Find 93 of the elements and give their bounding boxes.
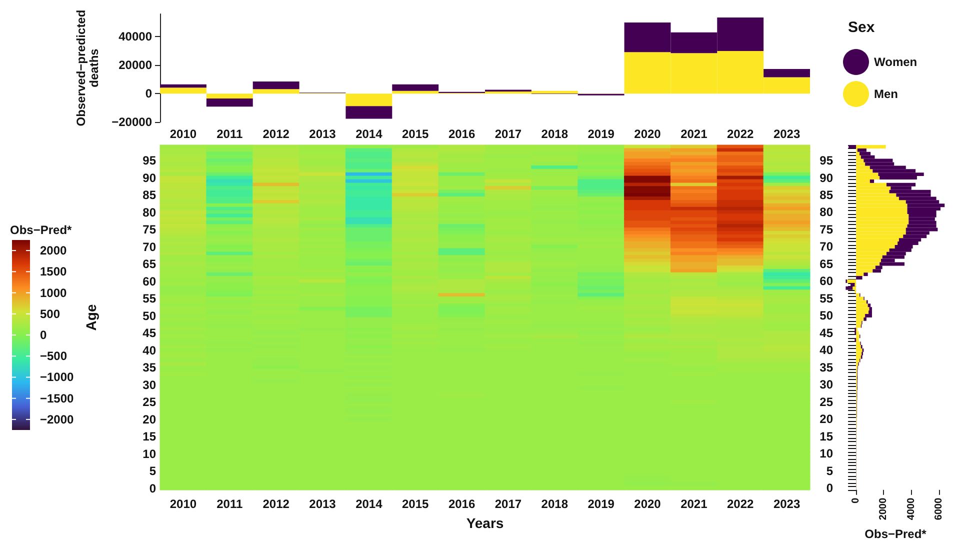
y-tick-label: 65 [820, 256, 834, 271]
x-tick-label: 2013 [309, 497, 336, 511]
x-tick-label: 2011 [216, 497, 243, 511]
y-tick-label: 35 [142, 360, 156, 375]
y-tick-label: 90 [820, 170, 834, 185]
x-tick-label: 2012 [262, 497, 290, 511]
x-tick-label: 2019 [588, 127, 615, 141]
y-tick-label: 25 [820, 394, 834, 409]
y-tick-label: 10 [820, 446, 834, 461]
x-axis-title: Obs−Pred* [864, 527, 927, 541]
y-tick-label: 75 [820, 222, 834, 236]
color-bar-label: 2000 [40, 244, 68, 258]
legend-label: Men [874, 87, 898, 101]
x-tick-label: 2000 [878, 497, 890, 520]
color-bar-label: −1500 [40, 391, 74, 406]
x-tick-label: 2015 [402, 497, 430, 511]
y-tick-label: 40 [142, 343, 156, 358]
color-bar-label: −2000 [40, 412, 74, 426]
x-tick-label: 2014 [356, 127, 383, 141]
x-tick-label: 2022 [727, 497, 754, 511]
color-bar-label: −500 [40, 349, 68, 364]
x-tick-label: 2018 [541, 127, 568, 141]
y-tick-label: 25 [142, 395, 156, 410]
y-tick-label: 20 [142, 412, 156, 426]
y-tick-label: 35 [820, 360, 834, 374]
color-bar-label: 0 [40, 328, 47, 342]
x-tick-label: 2010 [170, 127, 197, 141]
x-tick-label: 2020 [634, 497, 662, 511]
y-tick-label: 15 [142, 430, 156, 444]
x-tick-label: 2016 [448, 497, 476, 511]
y-tick-label: 0 [145, 86, 152, 101]
y-tick-label: 30 [820, 378, 834, 392]
x-tick-label: 2017 [494, 497, 522, 511]
x-tick-label: 2018 [541, 497, 568, 511]
y-tick-label: 40000 [118, 30, 152, 44]
y-tick-label: 60 [820, 274, 834, 288]
x-tick-label: 0 [850, 497, 862, 504]
y-tick-label: 80 [820, 205, 834, 220]
y-tick-label: 10 [142, 446, 156, 461]
x-tick-label: 6000 [934, 497, 945, 520]
y-tick-label: 20 [820, 412, 834, 426]
y-tick-label: 45 [820, 326, 834, 340]
y-tick-label: 40 [820, 343, 834, 358]
y-tick-label: 60 [142, 274, 156, 288]
legend-title: Sex [848, 19, 876, 36]
y-tick-label: 65 [142, 257, 156, 272]
x-tick-label: 2015 [402, 127, 430, 141]
y-tick-label: 70 [142, 240, 156, 254]
y-tick-label: 50 [820, 308, 834, 323]
x-tick-label: 2020 [634, 127, 662, 141]
color-bar-label: 1000 [40, 286, 68, 300]
x-tick-label: 2012 [262, 127, 290, 141]
color-bar-label: 500 [40, 306, 60, 321]
color-bar-label: −1000 [40, 370, 74, 384]
x-tick-label: 2014 [356, 497, 383, 511]
y-tick-label: 85 [820, 188, 834, 202]
y-tick-label: 0 [826, 481, 834, 496]
y-tick-label: 55 [142, 292, 156, 306]
color-bar-title: Obs−Pred* [10, 223, 72, 237]
y-tick-label: 5 [149, 464, 156, 478]
y-tick-label: 20000 [118, 58, 152, 72]
y-axis-title: Observed−predicted deaths [74, 10, 102, 126]
x-tick-label: 4000 [906, 497, 917, 520]
x-tick-label: 2010 [170, 497, 197, 511]
x-tick-label: 2022 [727, 127, 754, 141]
y-tick-label: 30 [142, 378, 156, 392]
y-tick-label: 95 [142, 154, 156, 168]
x-tick-label: 2023 [773, 497, 800, 511]
y-tick-label: 45 [142, 326, 156, 340]
y-tick-label: 0 [149, 481, 156, 496]
y-tick-label: 95 [820, 154, 834, 168]
x-axis-title: Years [466, 515, 504, 531]
y-tick-label: 85 [142, 188, 156, 202]
x-tick-label: 2019 [588, 497, 615, 511]
y-tick-label: 50 [142, 308, 156, 323]
y-axis-title: Age [83, 304, 99, 331]
legend-label: Women [874, 55, 918, 69]
y-tick-label: 80 [142, 205, 156, 220]
color-bar-label: 1500 [40, 264, 68, 279]
x-tick-label: 2011 [216, 127, 243, 141]
y-tick-label: 70 [820, 240, 834, 254]
x-tick-label: 2021 [680, 497, 708, 511]
y-tick-label: 90 [142, 170, 156, 185]
x-tick-label: 2021 [680, 127, 708, 141]
y-tick-label: 75 [142, 222, 156, 237]
y-tick-label: −20000 [112, 115, 152, 129]
x-tick-label: 2023 [773, 127, 800, 141]
y-tick-label: 15 [820, 429, 834, 444]
x-tick-label: 2017 [494, 127, 522, 141]
y-tick-label: 55 [820, 291, 834, 306]
y-tick-label: 5 [826, 464, 834, 478]
x-tick-label: 2016 [448, 127, 476, 141]
x-tick-label: 2013 [309, 127, 336, 141]
